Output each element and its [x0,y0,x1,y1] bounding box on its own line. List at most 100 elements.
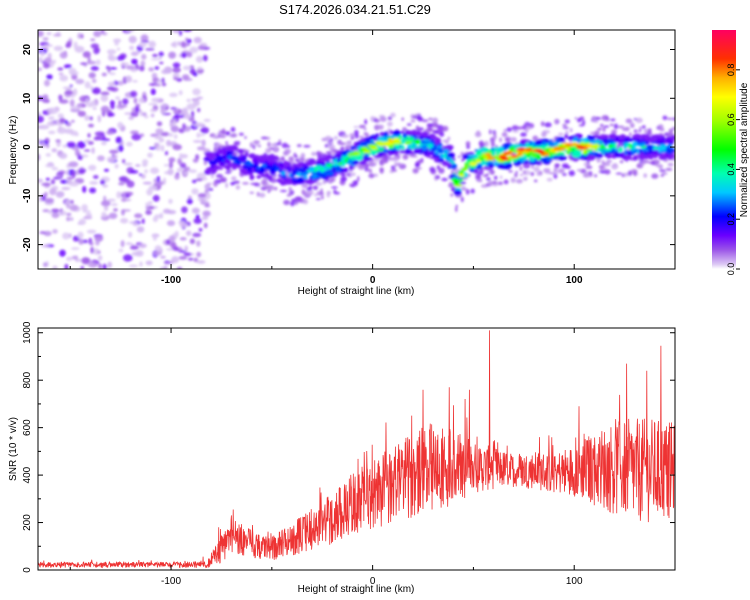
noise-speckle [89,261,94,267]
ridge-halo [306,187,312,191]
noise-speckle [62,232,70,240]
ridge-halo [339,142,346,146]
ridge-halo [600,123,604,128]
noise-speckle [120,240,125,248]
ridge-halo [412,168,419,174]
ridge-halo [515,171,518,174]
ridge-halo [311,151,317,156]
noise-speckle [159,61,164,65]
ridge-halo [554,118,560,125]
ridge-halo [219,176,227,183]
noise-speckle [185,37,189,41]
ridge-halo [615,172,623,175]
ridge-halo [553,173,558,179]
ridge-halo [333,189,337,195]
noise-speckle [197,193,207,198]
ridge-halo [448,183,455,188]
ridge-halo [279,189,288,193]
ridge-halo [455,204,459,208]
ridge-cell [552,156,558,160]
noise-speckle [130,90,138,98]
ridge-cell [383,132,389,137]
ridge-halo [364,119,368,125]
spectrogram-xlabel: Height of straight line (km) [298,286,415,297]
ridge-halo [532,135,539,141]
noise-speckle [81,257,91,265]
noise-speckle [141,218,145,225]
y-tick-label: -20 [22,237,33,252]
colorbar-gradient [712,30,736,269]
noise-speckle [66,177,75,180]
noise-speckle [138,42,147,48]
ridge-halo [671,126,675,131]
noise-speckle [161,77,165,83]
noise-speckle [193,258,198,263]
ridge-cell [597,141,602,146]
noise-speckle [96,59,101,66]
noise-speckle [178,114,186,119]
ridge-halo [433,130,440,134]
ridge-halo [585,165,593,169]
ridge-halo [546,177,553,182]
ridge-halo [586,162,590,166]
ridge-cell [256,175,262,179]
ridge-halo [562,173,567,176]
noise-speckle [44,197,55,203]
ridge-cell [383,148,388,154]
noise-speckle [38,153,41,161]
ridge-cell [266,159,274,163]
ridge-cell [379,132,384,136]
noise-speckle [123,254,133,262]
noise-speckle [66,216,70,222]
ridge-peak [361,146,368,150]
noise-speckle [170,125,179,133]
noise-speckle [142,159,149,165]
ridge-halo [511,125,519,131]
ridge-halo [341,134,349,138]
noise-speckle [49,188,57,196]
ridge-halo [390,165,396,171]
noise-speckle [198,228,203,232]
ridge-halo [415,125,420,131]
ridge-cell [588,137,594,141]
ridge-cell [363,156,370,160]
noise-speckle [192,140,203,143]
ridge-cell [394,143,401,149]
ridge-halo [655,164,663,167]
ridge-halo [325,135,332,141]
noise-speckle [80,266,85,269]
noise-speckle [173,76,178,81]
noise-speckle [118,248,124,253]
ridge-cell [420,139,425,144]
noise-speckle [72,235,80,242]
ridge-cell [615,136,620,141]
noise-speckle [129,45,135,51]
noise-speckle [97,155,105,162]
noise-speckle [59,117,66,124]
ridge-halo [233,142,240,146]
ridge-cell [658,140,663,145]
ridge-halo [288,156,295,163]
ridge-cell [567,148,571,153]
ridge-cell [414,147,421,154]
ridge-halo [504,137,511,142]
ridge-cell [471,158,476,161]
ridge-cell [469,165,476,169]
ridge-cell [392,130,402,136]
noise-speckle [58,125,62,132]
ridge-peak [475,159,482,163]
y-tick-label: 1000 [22,321,33,344]
ridge-cell [628,138,634,142]
noise-speckle [172,144,182,151]
ridge-halo [598,164,605,169]
ridge-cell [213,158,220,163]
ridge-cell [453,189,462,196]
ridge-peak [353,151,361,156]
noise-speckle [183,114,192,119]
ridge-cell [325,171,334,176]
ridge-halo [269,147,275,150]
noise-speckle [148,201,153,205]
ridge-halo [438,167,445,174]
ridge-halo [375,118,380,123]
noise-speckle [100,30,105,35]
